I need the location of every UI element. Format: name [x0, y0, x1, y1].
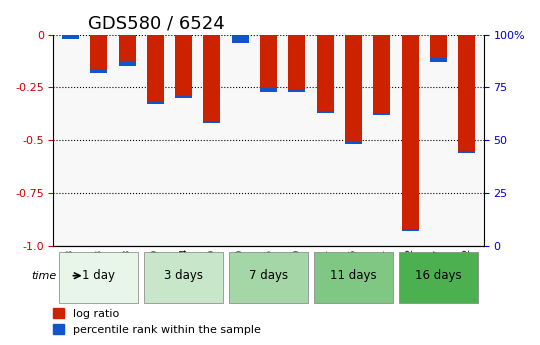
Bar [430, 34, 447, 62]
Bar [232, 31, 249, 43]
Bar [90, 34, 107, 72]
Bar [260, 88, 277, 91]
Bar [62, 27, 79, 39]
Text: 3 days: 3 days [164, 269, 203, 282]
Bar [373, 113, 390, 115]
Bar [119, 34, 136, 66]
Bar [119, 62, 136, 66]
Bar [345, 34, 362, 144]
Bar [175, 96, 192, 98]
Bar [204, 121, 220, 123]
Bar [458, 34, 475, 153]
Text: GDS580 / 6524: GDS580 / 6524 [88, 15, 225, 33]
Bar [288, 89, 305, 91]
FancyBboxPatch shape [399, 252, 478, 303]
Bar [175, 34, 192, 98]
Bar [62, 34, 79, 39]
Bar [402, 34, 418, 231]
Bar [232, 34, 249, 43]
Text: 1 day: 1 day [82, 269, 115, 282]
FancyBboxPatch shape [144, 252, 223, 303]
Text: time: time [31, 271, 56, 281]
Legend: log ratio, percentile rank within the sample: log ratio, percentile rank within the sa… [49, 304, 266, 339]
Bar [430, 58, 447, 62]
Bar [373, 34, 390, 115]
Bar [260, 34, 277, 91]
Text: 7 days: 7 days [249, 269, 288, 282]
FancyBboxPatch shape [59, 252, 138, 303]
Bar [458, 151, 475, 153]
Bar [345, 142, 362, 144]
FancyBboxPatch shape [314, 252, 393, 303]
Bar [288, 34, 305, 91]
Bar [147, 34, 164, 104]
Bar [402, 229, 418, 231]
FancyBboxPatch shape [229, 252, 308, 303]
Bar [316, 34, 334, 112]
Bar [90, 70, 107, 72]
Text: 11 days: 11 days [330, 269, 377, 282]
Bar [204, 34, 220, 123]
Text: 16 days: 16 days [415, 269, 462, 282]
Bar [147, 102, 164, 104]
Bar [316, 111, 334, 112]
